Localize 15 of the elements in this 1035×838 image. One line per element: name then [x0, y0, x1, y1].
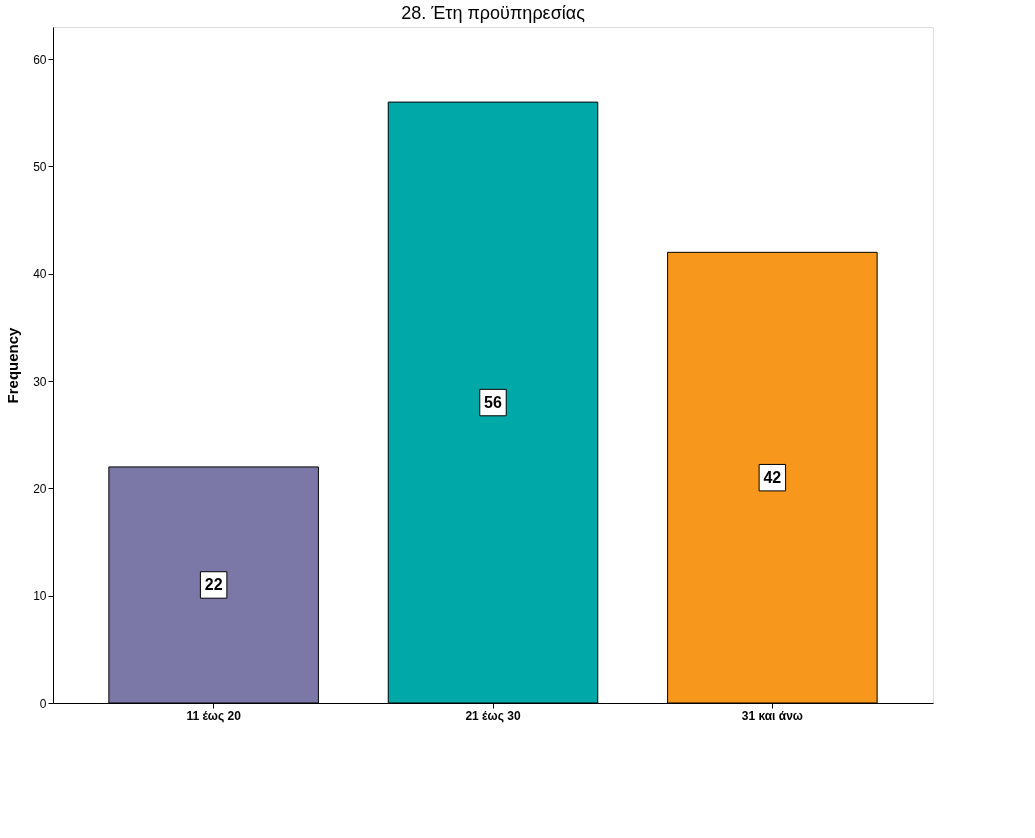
- data-label: 56: [484, 393, 502, 411]
- y-tick-label: 20: [33, 481, 47, 496]
- data-label: 22: [204, 575, 223, 593]
- x-tick-label: 21 έως 30: [465, 708, 521, 723]
- y-tick-label: 0: [39, 696, 47, 711]
- y-axis-title: Frequency: [4, 326, 22, 404]
- chart-title: 28. Έτη προϋπηρεσίας: [401, 3, 586, 23]
- y-tick-label: 10: [33, 589, 47, 604]
- y-tick-label: 60: [33, 52, 47, 67]
- data-label: 42: [763, 468, 782, 486]
- y-tick-label: 30: [33, 374, 47, 389]
- y-tick-label: 50: [33, 159, 47, 174]
- y-tick-label: 40: [33, 267, 47, 282]
- x-tick-label: 31 και άνω: [741, 708, 803, 723]
- x-tick-label: 11 έως 20: [186, 708, 242, 723]
